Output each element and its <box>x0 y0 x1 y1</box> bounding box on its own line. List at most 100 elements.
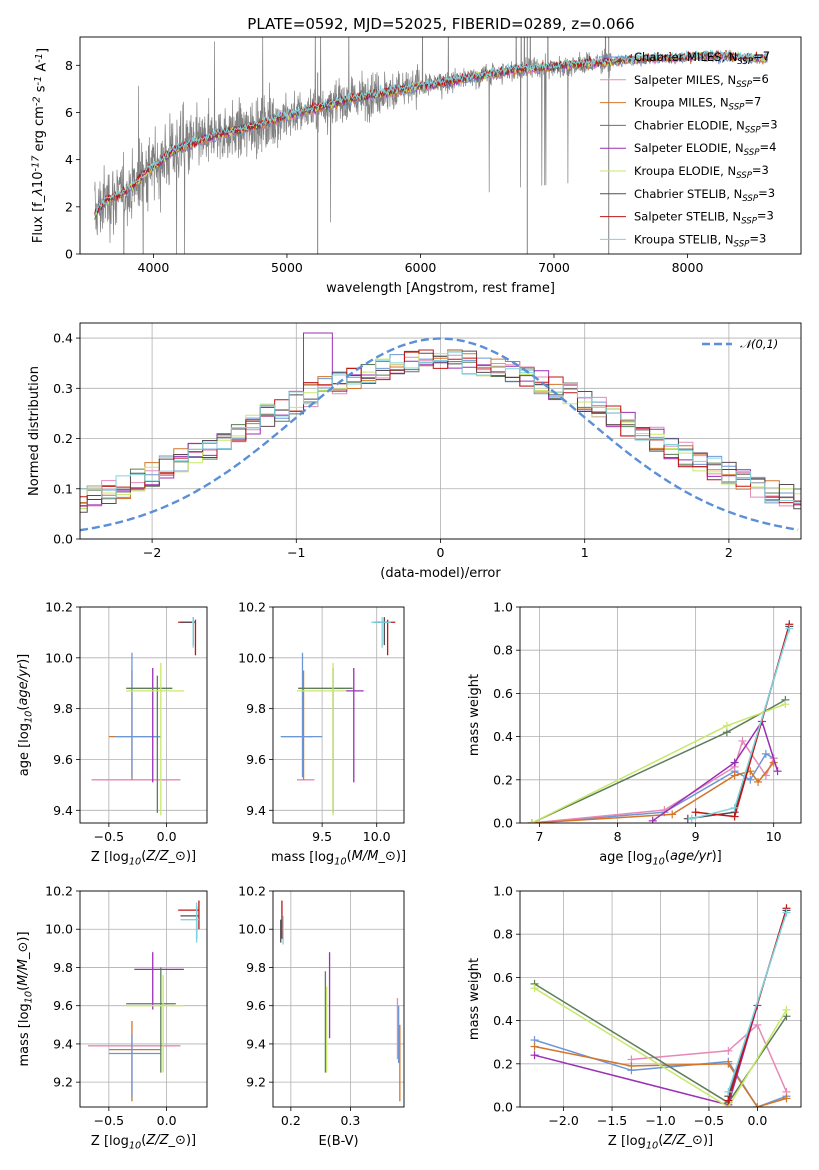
x-axis-label: Z [log10(Z/Z_⊙)] <box>91 849 196 868</box>
x-tick-label: 8000 <box>672 260 704 275</box>
x-tick-label: 9.5 <box>312 829 332 844</box>
spectrum-legend: Chabrier MILES, NSSP=7 Salpeter MILES, NS… <box>600 49 778 249</box>
axes-frame <box>272 890 405 1108</box>
mass-weight-line <box>531 752 775 823</box>
x-tick-label: −2 <box>143 545 161 560</box>
y-tick-label: 9.8 <box>53 701 73 716</box>
y-tick-label: 1.0 <box>493 884 513 899</box>
mass-vs-Z-panel: −0.5 0.0 9.2 9.4 9.6 9.8 10.0 10.2 Z [log10(Z/Z_… <box>16 884 208 1152</box>
y-tick-label: 10.2 <box>238 600 266 615</box>
x-tick-label: −1.0 <box>645 1113 675 1128</box>
axes-frame <box>272 606 405 824</box>
y-tick-label: 0.6 <box>493 970 513 985</box>
mass-weight-line <box>534 987 788 1107</box>
axes-frame <box>79 890 208 1108</box>
y-tick-label: 10.0 <box>45 922 73 937</box>
x-tick-label: 2 <box>725 545 733 560</box>
axes-frame <box>79 606 208 824</box>
spectrum-panel: 4000 5000 6000 7000 8000 0 2 4 6 8 wavelength [Ang… <box>31 36 802 296</box>
age-vs-Z-plot-area <box>91 617 197 816</box>
mass-weight-line <box>631 1023 788 1093</box>
y-tick-label: 9.8 <box>246 960 266 975</box>
x-tick-label: 6000 <box>405 260 437 275</box>
y-tick-label: 8 <box>65 58 73 73</box>
y-tick-label: 10.2 <box>45 884 73 899</box>
x-tick-label: −1 <box>287 545 305 560</box>
y-tick-label: 0.4 <box>493 729 513 744</box>
y-axis-label: Flux [f_λ10-17 erg cm-2 s-1 A-1] <box>31 48 51 243</box>
axes-frame <box>79 36 802 255</box>
legend-label: Chabrier MILES, NSSP=7 <box>634 49 770 67</box>
axes-frame <box>519 606 802 824</box>
massweight-vs-age-panel: 7 8 9 10 0.0 0.2 0.4 0.6 0.8 1.0 age [log10(age/yr… <box>467 600 802 868</box>
legend-label: Salpeter STELIB, NSSP=3 <box>634 209 774 227</box>
y-tick-label: 0.8 <box>493 927 513 942</box>
mass-weight-line <box>531 762 775 823</box>
age-vs-Z-panel: −0.5 0.0 9.4 9.6 9.8 10.0 10.2 Z [log10(Z/Z_⊙)]… <box>16 600 208 868</box>
x-axis-label: E(B-V) <box>318 1134 358 1149</box>
y-tick-label: 10.2 <box>45 600 73 615</box>
mass-weight-line <box>691 628 791 820</box>
y-tick-label: 4 <box>65 152 73 167</box>
mass-weight-line <box>531 739 775 823</box>
residual-histogram <box>80 351 801 504</box>
x-tick-label: 4000 <box>138 260 170 275</box>
x-axis-label: mass [log10(M/M_⊙)] <box>271 849 406 868</box>
age-vs-mass-plot-area <box>280 617 396 816</box>
y-tick-label: 10.0 <box>238 922 266 937</box>
mass-vs-EBV-panel: 0.2 0.3 9.2 9.4 9.6 9.8 10.0 10.2 E(B-V) <box>238 884 405 1149</box>
x-tick-label: −2.0 <box>548 1113 578 1128</box>
y-axis-label: mass weight <box>467 674 482 756</box>
x-tick-label: 10 <box>766 829 782 844</box>
y-tick-label: 0.8 <box>493 643 513 658</box>
mass-vs-Z-plot-area <box>88 900 200 1102</box>
x-axis-label: Z [log10(Z/Z_⊙)] <box>91 1133 196 1152</box>
y-tick-label: 9.8 <box>53 960 73 975</box>
y-tick-label: 0.0 <box>493 816 513 831</box>
y-tick-label: 0.2 <box>493 772 513 787</box>
residuals-plot-area <box>80 332 801 532</box>
x-tick-label: 0.3 <box>340 1113 360 1128</box>
x-axis-label: age [log10(age/yr)] <box>599 849 722 868</box>
x-tick-label: 1 <box>581 545 589 560</box>
y-tick-label: 2 <box>65 199 73 214</box>
x-tick-label: 8 <box>614 829 622 844</box>
x-axis-label: (data-model)/error <box>380 566 501 581</box>
y-tick-label: 6 <box>65 105 73 120</box>
observed-spectrum-line <box>94 37 612 254</box>
x-tick-label: 0 <box>437 545 445 560</box>
age-vs-mass-panel: 9.5 10.0 9.4 9.6 9.8 10.0 10.2 mass [log10(M/M_… <box>238 600 406 868</box>
y-tick-label: 0.4 <box>493 1013 513 1028</box>
legend-label: Kroupa ELODIE, NSSP=3 <box>634 163 769 181</box>
residuals-panel: −2 −1 0 1 2 0.0 0.1 0.2 0.3 0.4 (data-model)/error… <box>27 322 802 581</box>
x-tick-label: −1.5 <box>597 1113 627 1128</box>
legend-label: 𝒩(0,1) <box>740 337 778 351</box>
y-tick-label: 9.6 <box>53 998 73 1013</box>
x-axis-label: Z [log10(Z/Z_⊙)] <box>608 1133 713 1152</box>
y-tick-label: 9.4 <box>246 803 266 818</box>
residual-histogram <box>80 350 801 513</box>
y-tick-label: 0.3 <box>53 381 73 396</box>
legend-label: Chabrier STELIB, NSSP=3 <box>634 186 775 204</box>
legend-label: Kroupa MILES, NSSP=7 <box>634 95 761 113</box>
y-tick-label: 0.0 <box>493 1100 513 1115</box>
figure-title: PLATE=0592, MJD=52025, FIBERID=0289, z=0… <box>247 15 634 33</box>
x-tick-label: 0.0 <box>157 1113 177 1128</box>
x-tick-label: −0.5 <box>694 1113 724 1128</box>
y-tick-label: 10.0 <box>45 650 73 665</box>
y-tick-label: 0.2 <box>493 1056 513 1071</box>
mass-weight-line <box>727 912 788 1093</box>
y-tick-label: 9.6 <box>246 752 266 767</box>
y-tick-label: 0.4 <box>53 331 73 346</box>
y-tick-label: 9.8 <box>246 701 266 716</box>
x-tick-label: 0.0 <box>747 1113 767 1128</box>
y-tick-label: 0.0 <box>53 532 73 547</box>
y-tick-label: 1.0 <box>493 600 513 615</box>
spectrum-plot-area <box>94 37 769 254</box>
y-tick-label: 10.2 <box>238 884 266 899</box>
y-axis-label: age [log10(age/yr)] <box>16 654 35 777</box>
normal-distribution-curve <box>80 337 799 532</box>
x-tick-label: −0.5 <box>94 1113 124 1128</box>
massweight-vs-Z-plot-area <box>530 904 791 1107</box>
